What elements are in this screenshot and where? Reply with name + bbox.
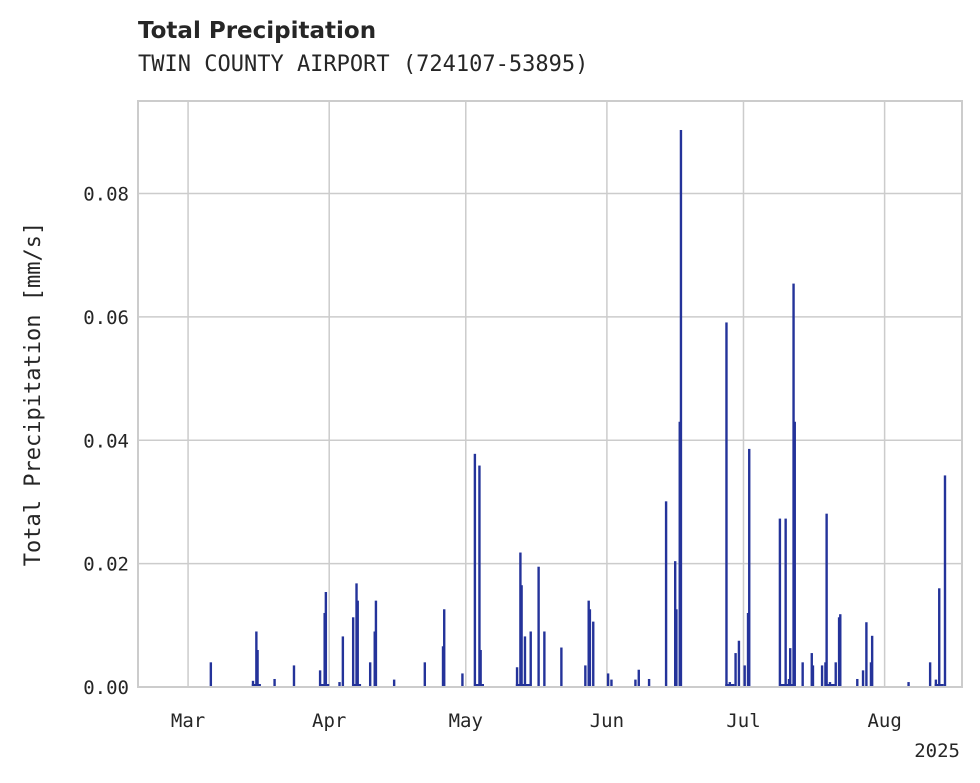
bar bbox=[520, 585, 523, 687]
bar bbox=[478, 465, 481, 687]
bar bbox=[256, 649, 259, 687]
bar bbox=[323, 612, 326, 687]
grid-lines bbox=[138, 101, 962, 687]
bar bbox=[784, 518, 787, 687]
bar bbox=[537, 566, 540, 687]
x-year-label: 2025 bbox=[914, 740, 960, 762]
bar bbox=[584, 665, 587, 687]
bar bbox=[392, 679, 396, 687]
bar bbox=[523, 636, 527, 687]
chart-title: Total Precipitation bbox=[138, 18, 377, 44]
y-axis-label: Total Precipitation [mm/s] bbox=[21, 222, 46, 566]
bar bbox=[734, 653, 737, 687]
bar bbox=[673, 561, 677, 687]
y-tick-label: 0.02 bbox=[83, 554, 129, 576]
y-tick-label: 0.08 bbox=[83, 184, 129, 206]
bar bbox=[793, 421, 796, 687]
bar bbox=[861, 670, 865, 687]
bar bbox=[273, 678, 276, 687]
y-tick-labels: 0.00 0.02 0.04 0.06 0.08 bbox=[83, 184, 129, 699]
bar bbox=[810, 653, 813, 687]
plot-frame bbox=[137, 100, 963, 688]
x-tick-label: Apr bbox=[312, 710, 346, 732]
bar bbox=[610, 679, 613, 687]
bar bbox=[928, 662, 932, 687]
bar bbox=[209, 662, 213, 687]
bar bbox=[664, 501, 668, 687]
bar bbox=[479, 649, 482, 687]
x-tick-label: Jul bbox=[726, 710, 760, 732]
y-tick-label: 0.00 bbox=[83, 677, 129, 699]
bar bbox=[678, 421, 681, 687]
bar bbox=[737, 640, 741, 687]
x-tick-label: Aug bbox=[867, 710, 901, 732]
bar bbox=[743, 665, 746, 687]
bar bbox=[725, 322, 728, 687]
bar bbox=[588, 609, 592, 687]
bar bbox=[834, 662, 837, 687]
bar bbox=[869, 662, 873, 687]
bar bbox=[351, 617, 355, 687]
bar bbox=[943, 475, 947, 687]
bar bbox=[338, 682, 341, 687]
bar bbox=[938, 588, 941, 687]
bar bbox=[647, 678, 651, 687]
bar bbox=[423, 662, 427, 687]
bar bbox=[789, 648, 792, 687]
bar bbox=[529, 631, 532, 687]
bar bbox=[856, 678, 859, 687]
bar bbox=[368, 662, 372, 687]
bar bbox=[543, 631, 546, 687]
bar bbox=[515, 667, 519, 687]
bar bbox=[461, 673, 464, 687]
bar bbox=[356, 600, 359, 687]
x-tick-label: Mar bbox=[171, 710, 205, 732]
bar bbox=[318, 670, 322, 687]
bar bbox=[473, 453, 477, 687]
bar-series bbox=[209, 129, 947, 687]
bar bbox=[606, 673, 610, 687]
bar bbox=[255, 631, 258, 687]
bar bbox=[634, 679, 637, 687]
x-tick-labels: Mar Apr May Jun Jul Aug bbox=[171, 710, 902, 732]
bar bbox=[560, 647, 563, 687]
y-tick-label: 0.04 bbox=[83, 430, 129, 452]
y-tick-label: 0.06 bbox=[83, 307, 129, 329]
x-tick-label: Jun bbox=[590, 710, 624, 732]
chart-subtitle: TWIN COUNTY AIRPORT (724107-53895) bbox=[138, 52, 589, 77]
bar bbox=[592, 621, 595, 687]
bar bbox=[341, 636, 345, 687]
bar bbox=[251, 680, 255, 687]
bar bbox=[778, 518, 782, 687]
bar bbox=[907, 682, 910, 687]
bar bbox=[839, 614, 842, 687]
bar bbox=[820, 665, 824, 687]
bar bbox=[637, 669, 640, 687]
x-tick-label: May bbox=[449, 710, 483, 732]
bar bbox=[679, 129, 683, 687]
bar bbox=[934, 679, 938, 687]
bar bbox=[865, 622, 868, 687]
bar bbox=[870, 635, 874, 687]
bar bbox=[292, 665, 296, 687]
bar bbox=[825, 513, 828, 687]
bar bbox=[373, 631, 376, 687]
bar bbox=[801, 662, 804, 687]
bar bbox=[748, 448, 751, 687]
bar bbox=[441, 646, 445, 687]
